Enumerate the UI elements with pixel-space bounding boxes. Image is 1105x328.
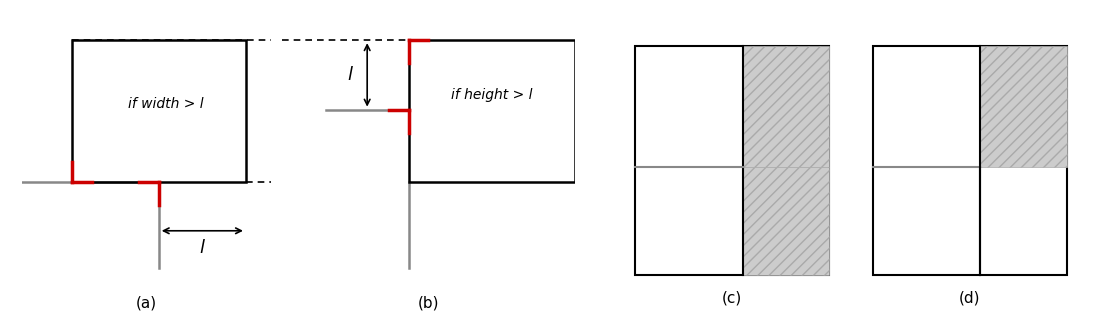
Bar [635,46,829,275]
Bar [980,46,1066,167]
Bar [743,46,829,167]
Text: $l$: $l$ [199,239,206,257]
Bar [72,40,246,182]
Text: (b): (b) [418,296,439,310]
Text: if height > l: if height > l [451,88,533,102]
Text: (d): (d) [959,291,980,306]
Text: $l$: $l$ [347,66,354,84]
Text: (c): (c) [722,291,743,306]
Text: (a): (a) [136,296,157,310]
Bar [873,46,1066,275]
Bar [409,40,575,182]
Bar [743,167,829,275]
Text: if width > l: if width > l [128,97,204,111]
